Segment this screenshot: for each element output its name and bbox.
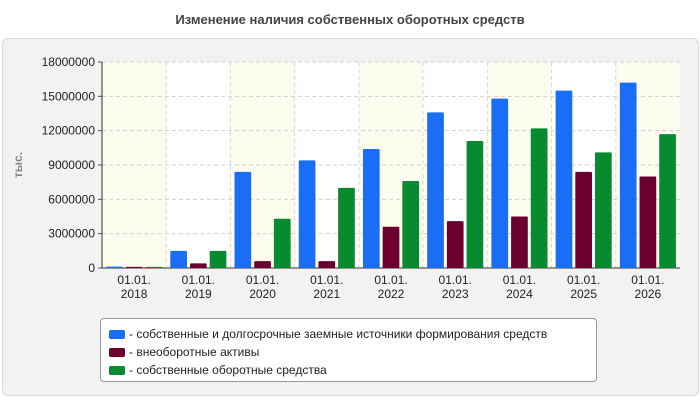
y-tick-label: 18000000 xyxy=(42,55,96,69)
x-tick-label: 2021 xyxy=(313,287,340,301)
bar xyxy=(298,160,316,268)
chart-legend: - собственные и долгосрочные заемные ист… xyxy=(100,318,597,382)
legend-label: - внеоборотные активы xyxy=(129,345,260,359)
y-tick-label: 3000000 xyxy=(48,227,95,241)
bar xyxy=(595,152,612,268)
legend-label: - собственные оборотные средства xyxy=(129,363,327,377)
x-tick-label: 2025 xyxy=(570,287,597,301)
bar xyxy=(491,98,509,268)
bar xyxy=(125,266,143,268)
bar xyxy=(189,263,207,268)
legend-item: - собственные и долгосрочные заемные ист… xyxy=(109,325,596,343)
bar xyxy=(446,221,464,268)
bar xyxy=(639,176,657,268)
y-tick-label: 0 xyxy=(88,261,95,275)
y-tick-label: 15000000 xyxy=(42,89,96,103)
x-tick-label: 01.01. xyxy=(310,273,343,287)
bar xyxy=(318,261,336,268)
x-tick-label: 2020 xyxy=(249,287,276,301)
x-tick-label: 2023 xyxy=(442,287,469,301)
bar xyxy=(170,250,187,268)
bar xyxy=(511,216,528,268)
x-tick-label: 01.01. xyxy=(246,273,279,287)
bar xyxy=(338,187,355,268)
x-tick-label: 2022 xyxy=(378,287,405,301)
chart-title: Изменение наличия собственных оборотных … xyxy=(175,12,525,27)
legend-swatch xyxy=(109,347,125,357)
bar xyxy=(362,148,380,268)
x-tick-label: 01.01. xyxy=(374,273,407,287)
bar xyxy=(273,218,291,268)
legend-label: - собственные и долгосрочные заемные ист… xyxy=(129,327,548,341)
x-tick-label: 2019 xyxy=(185,287,212,301)
x-tick-label: 2018 xyxy=(121,287,148,301)
x-tick-label: 01.01. xyxy=(439,273,472,287)
bar xyxy=(209,250,227,268)
bar xyxy=(254,261,271,268)
legend-swatch xyxy=(109,365,125,375)
x-tick-label: 01.01. xyxy=(182,273,215,287)
bar xyxy=(145,266,163,268)
x-tick-label: 01.01. xyxy=(567,273,600,287)
x-tick-label: 2026 xyxy=(635,287,662,301)
x-tick-label: 01.01. xyxy=(117,273,150,287)
legend-item: - внеоборотные активы xyxy=(109,343,596,361)
y-tick-label: 12000000 xyxy=(42,124,96,138)
bar xyxy=(106,266,123,268)
legend-swatch xyxy=(109,329,125,339)
y-tick-label: 9000000 xyxy=(48,158,95,172)
bar xyxy=(619,82,637,268)
y-axis-label: тыс. xyxy=(11,152,25,178)
bar xyxy=(382,226,400,268)
bar xyxy=(530,128,548,268)
bar xyxy=(427,112,444,268)
x-tick-label: 01.01. xyxy=(503,273,536,287)
bar xyxy=(402,181,420,268)
legend-item: - собственные оборотные средства xyxy=(109,361,596,379)
bar xyxy=(234,171,252,268)
bar xyxy=(659,134,676,268)
y-tick-label: 6000000 xyxy=(48,192,95,206)
bar xyxy=(466,140,484,268)
bar xyxy=(555,90,573,268)
x-tick-label: 01.01. xyxy=(631,273,664,287)
bar xyxy=(575,171,593,268)
x-tick-label: 2024 xyxy=(506,287,533,301)
